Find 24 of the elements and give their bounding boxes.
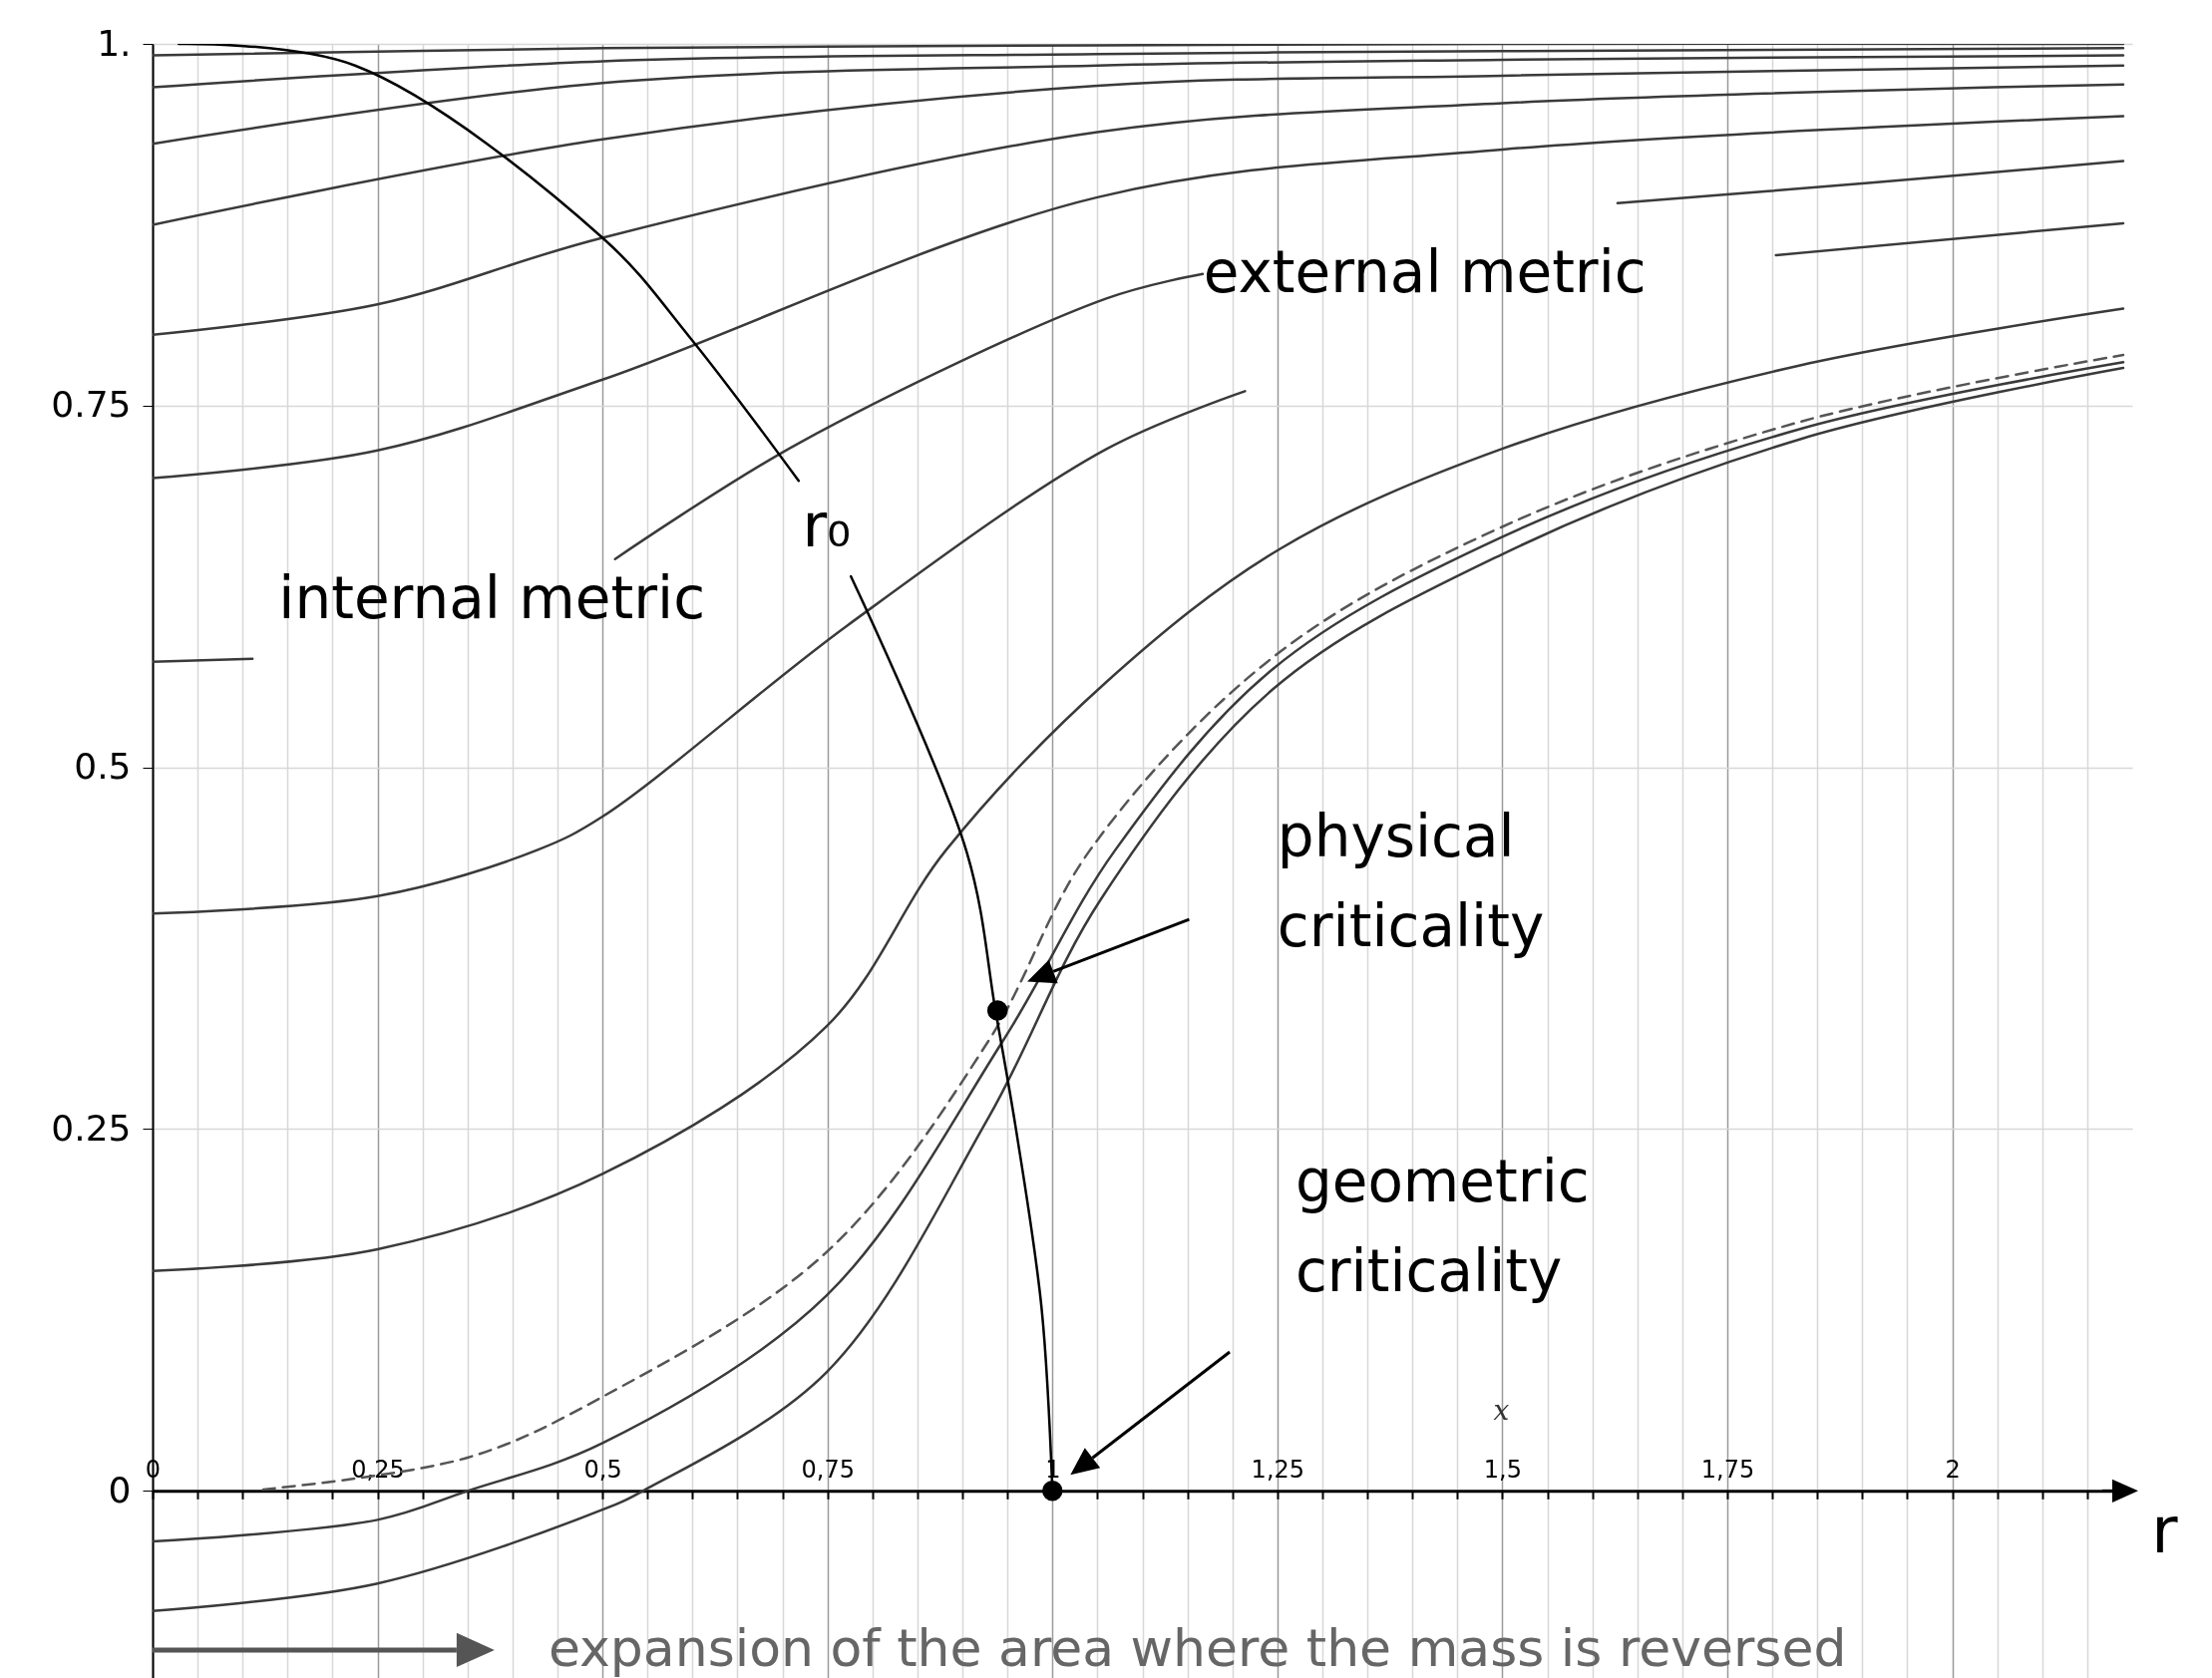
line-series [153,115,2125,480]
x-axis-title: r [2151,1493,2179,1567]
line-series [153,390,1247,915]
x-tick-label: 1,75 [1700,1455,1755,1484]
x-tick-label: 0,5 [583,1455,622,1484]
x-tick-label: 0,25 [351,1455,405,1484]
line-series [153,64,2125,226]
line-series [153,54,2125,146]
annotation: x [1493,1393,1510,1427]
y-tick-label: 0.75 [51,384,132,426]
x-tick-label: 0,75 [801,1455,855,1484]
y-tick-label: 1. [97,22,132,64]
y-tick-label: 0.25 [51,1108,132,1149]
x-tick-label: 1,5 [1483,1455,1522,1484]
line-series [153,83,2125,336]
x-tick-label: 1,25 [1251,1455,1305,1484]
x-tick-label: 2 [1945,1455,1961,1484]
annotation: external metric [1203,238,1647,307]
line-series [153,47,2125,89]
annotation: geometric criticality [1294,1147,1590,1305]
annotation: internal metric [278,563,706,632]
annotation: r₀ [802,491,852,561]
y-tick-label: 0.5 [74,746,132,788]
annotation: physical criticality [1277,803,1545,961]
